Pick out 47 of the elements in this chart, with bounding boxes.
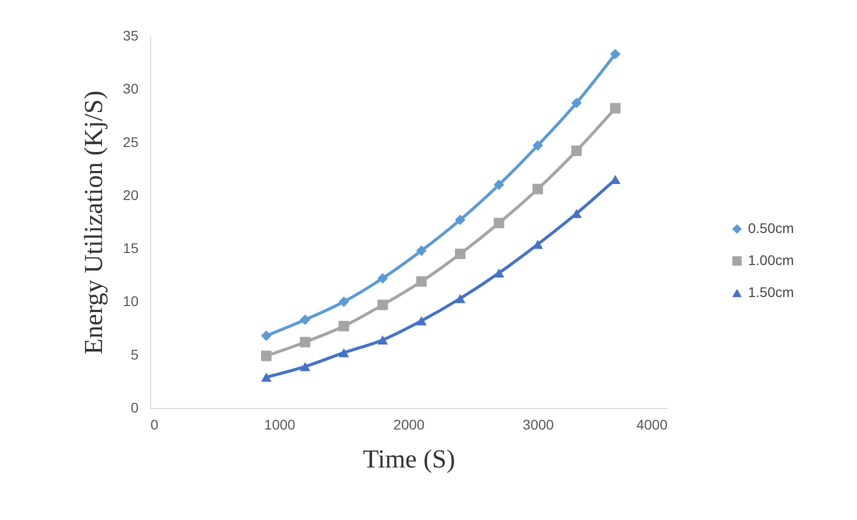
y-tick-label: 5 [130, 346, 139, 362]
legend-label: 0.50cm [748, 220, 794, 236]
x-tick-label: 1000 [264, 416, 296, 432]
x-tick-label: 3000 [522, 416, 554, 432]
point [300, 336, 310, 348]
point [416, 316, 427, 326]
y-axis-title: Energy Utilization (Kj/S) [78, 90, 108, 354]
point [377, 300, 388, 310]
x-tick-label: 2000 [393, 416, 425, 432]
point [532, 140, 543, 151]
point [610, 48, 621, 60]
point [571, 146, 582, 156]
legend-label: 1.00cm [748, 252, 794, 268]
point [610, 174, 621, 184]
point [610, 103, 621, 114]
y-tick-label: 0 [130, 400, 139, 416]
x-axis-title: Time (S) [362, 444, 456, 474]
point [494, 268, 504, 278]
point [454, 248, 466, 260]
x-tick-label: 4000 [636, 416, 668, 432]
point [261, 330, 272, 341]
y-tick-label: 25 [122, 134, 139, 150]
point [261, 350, 272, 362]
point [494, 218, 504, 228]
point [454, 214, 466, 226]
point [416, 276, 427, 287]
point [338, 320, 350, 332]
y-tick-label: 20 [122, 186, 139, 203]
y-tick-label: 30 [122, 80, 139, 97]
x-tick-label: 0 [150, 416, 158, 432]
point [300, 362, 310, 372]
point [338, 296, 350, 307]
point [377, 335, 388, 345]
y-tick-label: 15 [122, 240, 139, 256]
point [454, 294, 466, 304]
legend-label: 1.50cm [748, 284, 794, 300]
point [416, 245, 427, 256]
point [532, 184, 543, 194]
point [532, 240, 543, 249]
point [300, 314, 310, 326]
point [377, 273, 388, 284]
point [261, 372, 272, 382]
point [494, 180, 504, 190]
y-tick-label: 10 [122, 293, 139, 310]
y-tick-label: 35 [122, 28, 139, 44]
point [571, 98, 582, 108]
point [338, 348, 350, 358]
